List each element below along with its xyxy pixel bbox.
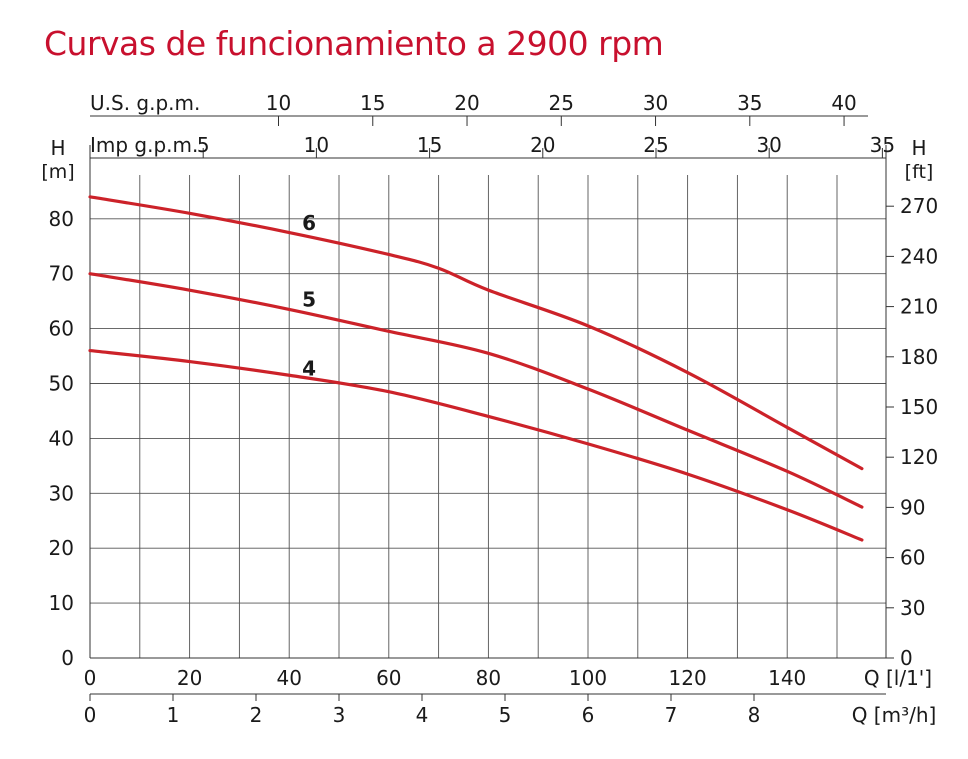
curves — [88, 195, 864, 542]
impgpm-tick-label: 35 — [870, 133, 895, 157]
y-axis-unit-left: [m] — [41, 161, 74, 183]
usgpm-tick-label: 40 — [831, 91, 856, 115]
impgpm-axis-label: Imp g.p.m. — [90, 133, 198, 157]
usgpm-tick-label: 15 — [360, 91, 385, 115]
usgpm-tick-label: 25 — [549, 91, 574, 115]
y-tick-label: 40 — [49, 426, 74, 450]
ft-tick-label: 90 — [900, 495, 925, 519]
x-tick-label: 40 — [276, 666, 301, 690]
x-axis-label: Q [l/1'] — [864, 666, 932, 690]
y-tick-label: 70 — [49, 262, 74, 286]
impgpm-tick-label: 5 — [197, 133, 210, 157]
y-tick-label: 50 — [49, 372, 74, 396]
curve-5 — [88, 272, 864, 509]
ft-tick-label: 150 — [900, 395, 938, 419]
ft-tick-label: 30 — [900, 596, 925, 620]
chart-title: Curvas de funcionamiento a 2900 rpm — [44, 24, 664, 63]
ft-tick-label: 210 — [900, 295, 938, 319]
y-axis-label-left: H — [50, 136, 65, 160]
x-tick-label: 0 — [84, 666, 97, 690]
x-tick-label: 140 — [768, 666, 806, 690]
m3h-tick-label: 4 — [416, 703, 429, 727]
impgpm-tick-label: 30 — [756, 133, 781, 157]
m3h-tick-label: 2 — [250, 703, 263, 727]
usgpm-tick-label: 20 — [454, 91, 479, 115]
y-tick-label: 30 — [49, 481, 74, 505]
x-tick-label: 80 — [476, 666, 501, 690]
impgpm-tick-label: 20 — [530, 133, 555, 157]
usgpm-axis-label: U.S. g.p.m. — [90, 91, 200, 115]
impgpm-tick-label: 25 — [643, 133, 668, 157]
curve-label-4: 4 — [302, 356, 316, 380]
y-axis-unit-right: [ft] — [905, 161, 934, 183]
impgpm-tick-label: 15 — [417, 133, 442, 157]
usgpm-tick-label: 10 — [266, 91, 291, 115]
y-tick-label: 10 — [49, 591, 74, 615]
ft-tick-label: 0 — [900, 646, 913, 670]
ft-tick-label: 120 — [900, 445, 938, 469]
m3h-tick-label: 3 — [333, 703, 346, 727]
x-tick-label: 100 — [569, 666, 607, 690]
grid — [89, 175, 886, 659]
ft-tick-label: 270 — [900, 194, 938, 218]
curve-label-6: 6 — [302, 211, 316, 235]
curve-6 — [88, 195, 864, 471]
m3h-tick-label: 5 — [499, 703, 512, 727]
labels: 6 5 4 — [302, 211, 316, 380]
x-tick-label: 20 — [177, 666, 202, 690]
ft-tick-label: 240 — [900, 244, 938, 268]
y-tick-label: 80 — [49, 207, 74, 231]
m3h-axis-label: Q [m³/h] — [852, 703, 937, 727]
y-tick-label: 20 — [49, 536, 74, 560]
x-tick-label: 120 — [669, 666, 707, 690]
usgpm-tick-label: 30 — [643, 91, 668, 115]
curve-label-5: 5 — [302, 288, 316, 312]
m3h-tick-label: 0 — [84, 703, 97, 727]
axes: 01020304050607080H[m]0306090120150180210… — [41, 91, 938, 727]
ft-tick-label: 180 — [900, 345, 938, 369]
y-axis-label-right: H — [911, 136, 926, 160]
usgpm-tick-label: 35 — [737, 91, 762, 115]
ft-tick-label: 60 — [900, 546, 925, 570]
curve-4 — [88, 348, 864, 542]
y-tick-label: 0 — [61, 646, 74, 670]
m3h-tick-label: 1 — [167, 703, 180, 727]
x-tick-label: 60 — [376, 666, 401, 690]
m3h-tick-label: 8 — [748, 703, 761, 727]
m3h-tick-label: 7 — [665, 703, 678, 727]
impgpm-tick-label: 10 — [304, 133, 329, 157]
m3h-tick-label: 6 — [582, 703, 595, 727]
y-tick-label: 60 — [49, 317, 74, 341]
